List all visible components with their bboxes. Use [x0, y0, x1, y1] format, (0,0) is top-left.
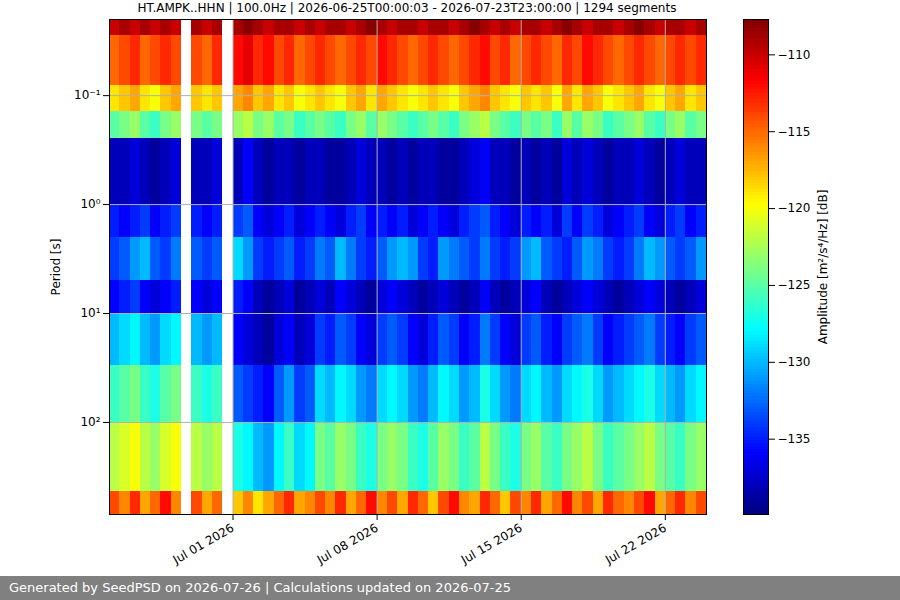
html-text:HT.AMPK..HHN | 100.0Hz | 2026-: HT.AMPK..HHN | 100.0Hz | 2026-06-25T00:0… [137, 1, 677, 15]
svg-text:Amplitude [m²/s⁴/Hz] [dB]: Amplitude [m²/s⁴/Hz] [dB] [816, 190, 830, 345]
svg-text:−110: −110 [778, 48, 811, 62]
svg-text:−120: −120 [778, 201, 811, 215]
svg-text:10²: 10² [80, 415, 100, 429]
svg-text:−135: −135 [778, 432, 811, 446]
svg-text:−125: −125 [778, 278, 811, 292]
svg-text:10⁻¹: 10⁻¹ [74, 88, 101, 102]
svg-text:−130: −130 [778, 355, 811, 369]
svg-text:Jul 01 2026: Jul 01 2026 [170, 521, 237, 568]
svg-text:Jul 15 2026: Jul 15 2026 [458, 521, 525, 568]
svg-text:Period [s]: Period [s] [49, 239, 63, 296]
svg-text:10⁰: 10⁰ [80, 197, 100, 211]
svg-text:10¹: 10¹ [80, 306, 100, 320]
html-text:Generated by SeedPSD on 2026-0: Generated by SeedPSD on 2026-07-26 | Cal… [9, 580, 511, 595]
svg-text:−115: −115 [778, 125, 811, 139]
svg-text:Jul 22 2026: Jul 22 2026 [602, 521, 669, 568]
svg-text:Jul 08 2026: Jul 08 2026 [314, 521, 381, 568]
